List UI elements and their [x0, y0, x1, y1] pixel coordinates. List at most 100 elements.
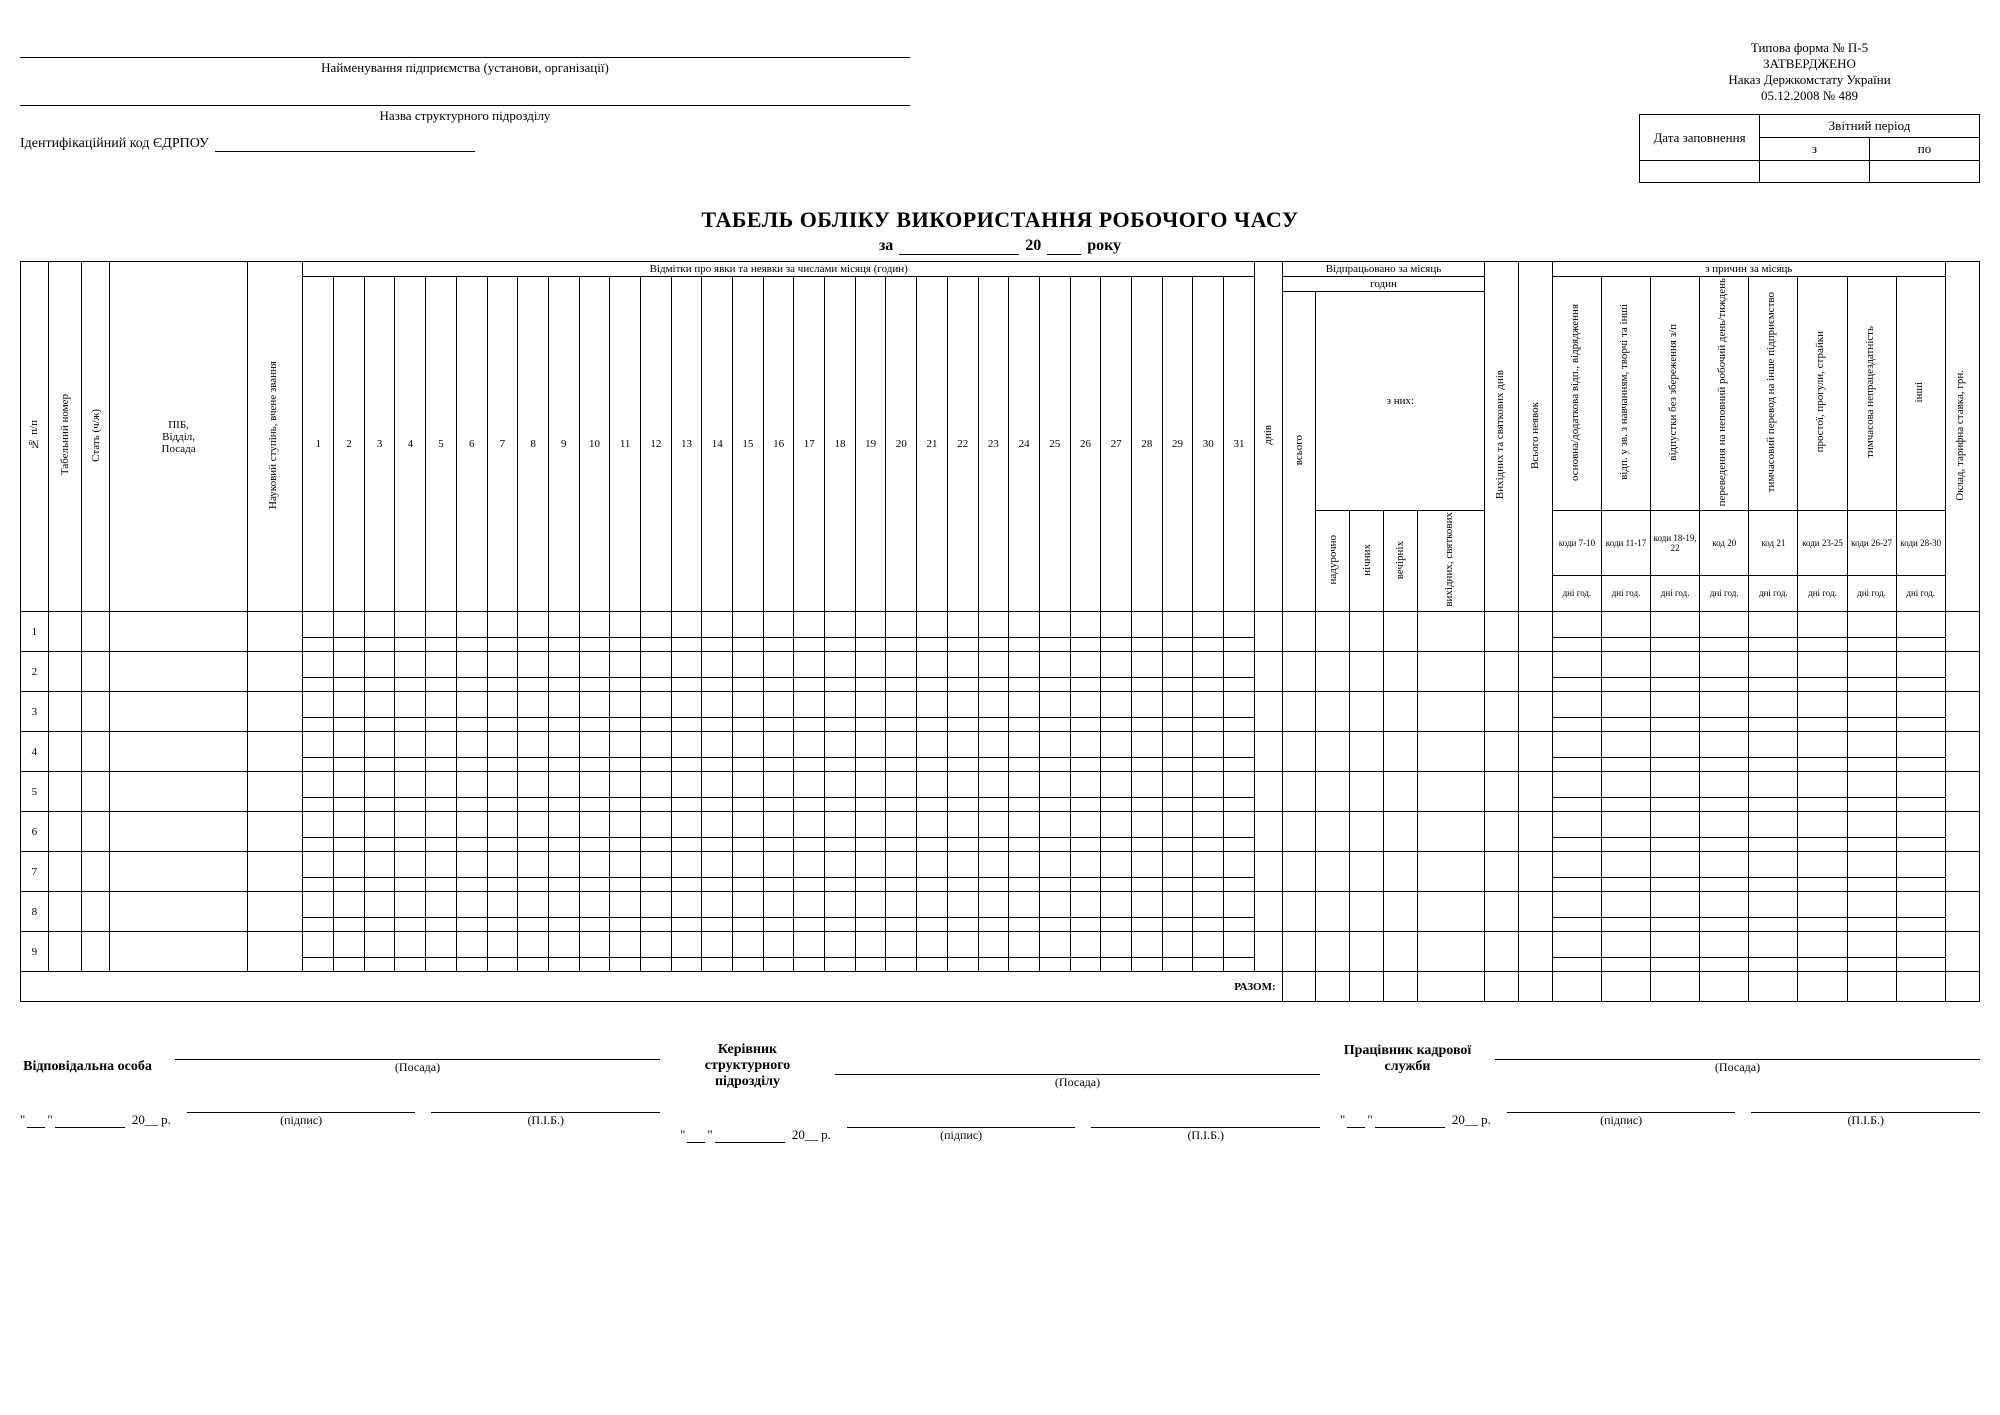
day-cell[interactable]	[303, 812, 334, 838]
day-cell[interactable]	[702, 718, 733, 732]
day-cell[interactable]	[733, 892, 764, 918]
degree-cell[interactable]	[248, 612, 303, 652]
day-cell[interactable]	[548, 798, 579, 812]
day-cell[interactable]	[548, 772, 579, 798]
sex-cell[interactable]	[82, 932, 110, 972]
day-cell[interactable]	[1131, 652, 1162, 678]
day-cell[interactable]	[456, 798, 487, 812]
day-cell[interactable]	[640, 772, 671, 798]
cause-cell[interactable]	[1552, 678, 1601, 692]
day-cell[interactable]	[334, 958, 365, 972]
day-cell[interactable]	[1101, 932, 1132, 958]
day-cell[interactable]	[456, 612, 487, 638]
day-cell[interactable]	[456, 812, 487, 838]
day-cell[interactable]	[640, 612, 671, 638]
day-cell[interactable]	[426, 852, 457, 878]
day-cell[interactable]	[334, 878, 365, 892]
org-line[interactable]	[20, 40, 910, 58]
day-cell[interactable]	[426, 932, 457, 958]
day-cell[interactable]	[1193, 718, 1224, 732]
day-cell[interactable]	[825, 772, 856, 798]
day-cell[interactable]	[671, 918, 702, 932]
cause-cell[interactable]	[1552, 878, 1601, 892]
day-cell[interactable]	[702, 612, 733, 638]
day-cell[interactable]	[456, 838, 487, 852]
day-cell[interactable]	[978, 638, 1009, 652]
day-cell[interactable]	[855, 852, 886, 878]
day-cell[interactable]	[1009, 612, 1040, 638]
day-cell[interactable]	[733, 612, 764, 638]
day-cell[interactable]	[1039, 678, 1070, 692]
day-cell[interactable]	[610, 732, 641, 758]
degree-cell[interactable]	[248, 852, 303, 892]
day-cell[interactable]	[1070, 878, 1101, 892]
name-cell[interactable]	[110, 612, 248, 652]
day-cell[interactable]	[1101, 732, 1132, 758]
cause-cell[interactable]	[1749, 758, 1798, 772]
cause-cell[interactable]	[1749, 772, 1798, 798]
day-cell[interactable]	[610, 958, 641, 972]
day-cell[interactable]	[917, 732, 948, 758]
cause-cell[interactable]	[1896, 812, 1945, 838]
day-cell[interactable]	[640, 758, 671, 772]
cause-cell[interactable]	[1601, 718, 1650, 732]
day-cell[interactable]	[579, 758, 610, 772]
day-cell[interactable]	[364, 772, 395, 798]
night-cell[interactable]	[1350, 932, 1384, 972]
cause-cell[interactable]	[1749, 892, 1798, 918]
day-cell[interactable]	[487, 638, 518, 652]
degree-cell[interactable]	[248, 772, 303, 812]
day-cell[interactable]	[825, 638, 856, 652]
cause-cell[interactable]	[1651, 918, 1700, 932]
day-cell[interactable]	[794, 932, 825, 958]
day-cell[interactable]	[548, 918, 579, 932]
cause-cell[interactable]	[1601, 812, 1650, 838]
cause-cell[interactable]	[1651, 772, 1700, 798]
cause-cell[interactable]	[1798, 772, 1847, 798]
day-cell[interactable]	[1224, 958, 1255, 972]
day-cell[interactable]	[518, 678, 549, 692]
day-cell[interactable]	[733, 772, 764, 798]
name-cell[interactable]	[110, 892, 248, 932]
day-cell[interactable]	[579, 812, 610, 838]
day-cell[interactable]	[1224, 878, 1255, 892]
cause-cell[interactable]	[1651, 932, 1700, 958]
evening-cell[interactable]	[1383, 692, 1417, 732]
day-cell[interactable]	[487, 958, 518, 972]
overtime-cell[interactable]	[1316, 852, 1350, 892]
day-cell[interactable]	[456, 758, 487, 772]
day-cell[interactable]	[886, 812, 917, 838]
day-cell[interactable]	[763, 878, 794, 892]
day-cell[interactable]	[640, 958, 671, 972]
day-cell[interactable]	[947, 798, 978, 812]
day-cell[interactable]	[947, 758, 978, 772]
day-cell[interactable]	[947, 852, 978, 878]
day-cell[interactable]	[548, 718, 579, 732]
day-cell[interactable]	[1224, 852, 1255, 878]
cause-cell[interactable]	[1847, 612, 1896, 638]
day-cell[interactable]	[487, 772, 518, 798]
cause-cell[interactable]	[1552, 652, 1601, 678]
tab-no-cell[interactable]	[48, 652, 82, 692]
day-cell[interactable]	[702, 892, 733, 918]
day-cell[interactable]	[579, 638, 610, 652]
day-cell[interactable]	[886, 798, 917, 812]
day-cell[interactable]	[334, 652, 365, 678]
cause-cell[interactable]	[1847, 812, 1896, 838]
day-cell[interactable]	[1101, 838, 1132, 852]
day-cell[interactable]	[1070, 918, 1101, 932]
day-cell[interactable]	[763, 838, 794, 852]
day-cell[interactable]	[855, 612, 886, 638]
day-cell[interactable]	[303, 892, 334, 918]
tab-no-cell[interactable]	[48, 772, 82, 812]
day-cell[interactable]	[886, 692, 917, 718]
day-cell[interactable]	[733, 732, 764, 758]
cause-cell[interactable]	[1798, 678, 1847, 692]
cause-cell[interactable]	[1601, 878, 1650, 892]
cause-cell[interactable]	[1651, 718, 1700, 732]
day-cell[interactable]	[364, 678, 395, 692]
day-cell[interactable]	[426, 838, 457, 852]
cause-cell[interactable]	[1749, 812, 1798, 838]
cause-cell[interactable]	[1896, 678, 1945, 692]
day-cell[interactable]	[702, 692, 733, 718]
